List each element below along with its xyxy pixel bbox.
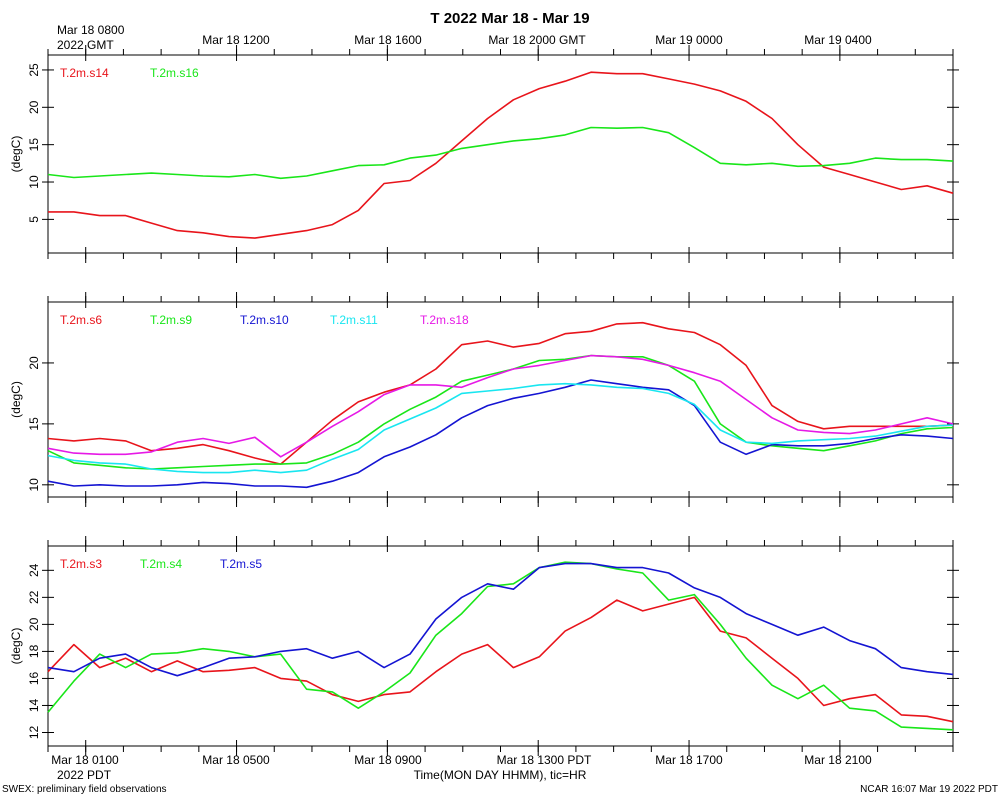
footer-note-left: SWEX: preliminary field observations: [2, 784, 167, 795]
y-tick-label: 15: [27, 417, 41, 431]
panel-frame: [47, 545, 954, 747]
x-axis-label: Time(MON DAY HHMM), tic=HR: [414, 768, 587, 782]
series-line-T.2m.s16: [47, 126, 954, 180]
gmt-start-label-line1: Mar 18 0800: [57, 23, 125, 37]
legend-entry-T.2m.s5: T.2m.s5: [220, 557, 262, 571]
legend-entry-T.2m.s6: T.2m.s6: [60, 313, 102, 327]
legend-entry-T.2m.s4: T.2m.s4: [140, 557, 182, 571]
series-line-T.2m.s4: [47, 561, 954, 731]
y-tick-label: 5: [27, 216, 41, 223]
y-tick-label: 16: [27, 671, 41, 685]
panel-1: 5 10 15 20 25 (degC) T.2m.s14 T.2m.s16: [9, 45, 959, 263]
y-tick-label: 10: [27, 478, 41, 492]
panels-layer: 5 10 15 20 25 (degC) T.2m.s14 T.2m.s16 10 15 20 (de…: [9, 45, 959, 756]
y-tick-label: 14: [27, 698, 41, 712]
pdt-tick-label: Mar 18 0900: [354, 753, 422, 767]
series-line-T.2m.s3: [47, 596, 954, 723]
panel-3: 12 14 16 18 20 22 24 (degC) T.2m.s3 T.2m.s4 T.2m.s…: [9, 536, 959, 756]
series-line-T.2m.s9: [47, 354, 954, 470]
y-tick-label: 22: [27, 590, 41, 604]
y-tick-label: 18: [27, 644, 41, 658]
y-tick-label: 12: [27, 725, 41, 739]
gmt-tick-label: Mar 18 2000 GMT: [488, 33, 586, 47]
y-tick-label: 15: [27, 138, 41, 152]
series-line-T.2m.s14: [48, 71, 954, 239]
series-line-T.2m.s18: [47, 354, 954, 458]
gmt-tick-label: Mar 18 1200: [202, 33, 270, 47]
chart-title: T 2022 Mar 18 - Mar 19: [430, 10, 589, 27]
legend-entry-T.2m.s14: T.2m.s14: [60, 66, 109, 80]
y-axis-label: (degC): [9, 136, 23, 173]
y-tick-label: 24: [27, 563, 41, 577]
series-line-T.2m.s11: [47, 382, 954, 474]
legend-entry-T.2m.s11: T.2m.s11: [330, 313, 378, 327]
footer-note-right: NCAR 16:07 Mar 19 2022 PDT: [860, 784, 998, 795]
pdt-tick-label: Mar 18 1700: [655, 753, 723, 767]
legend-entry-T.2m.s18: T.2m.s18: [420, 313, 469, 327]
legend-entry-T.2m.s3: T.2m.s3: [60, 557, 102, 571]
series-line-T.2m.s5: [47, 562, 954, 677]
legend-entry-T.2m.s10: T.2m.s10: [240, 313, 289, 327]
series-line-T.2m.s6: [47, 321, 954, 465]
pdt-tick-label: Mar 18 2100: [804, 753, 872, 767]
pdt-year-label: 2022 PDT: [57, 768, 112, 782]
y-tick-label: 10: [27, 175, 41, 189]
y-axis-label: (degC): [9, 628, 23, 665]
panel-frame: [47, 54, 954, 254]
y-tick-label: 20: [27, 100, 41, 114]
legend-entry-T.2m.s16: T.2m.s16: [150, 66, 199, 80]
pdt-tick-label: Mar 18 1300 PDT: [497, 753, 592, 767]
y-tick-label: 20: [27, 356, 41, 370]
gmt-tick-label: Mar 18 1600: [354, 33, 422, 47]
pdt-tick-label: Mar 18 0100: [51, 753, 119, 767]
y-tick-label: 25: [27, 63, 41, 77]
legend-entry-T.2m.s9: T.2m.s9: [150, 313, 192, 327]
panel-2: 10 15 20 (degC) T.2m.s6 T.2m.s9 T.2m.s10 T.2m.s…: [9, 292, 959, 507]
series-line-T.2m.s10: [47, 379, 954, 489]
y-axis-label: (degC): [9, 381, 23, 418]
gmt-tick-label: Mar 19 0400: [804, 33, 872, 47]
y-tick-label: 20: [27, 617, 41, 631]
gmt-tick-label: Mar 19 0000: [655, 33, 723, 47]
pdt-tick-label: Mar 18 0500: [202, 753, 270, 767]
